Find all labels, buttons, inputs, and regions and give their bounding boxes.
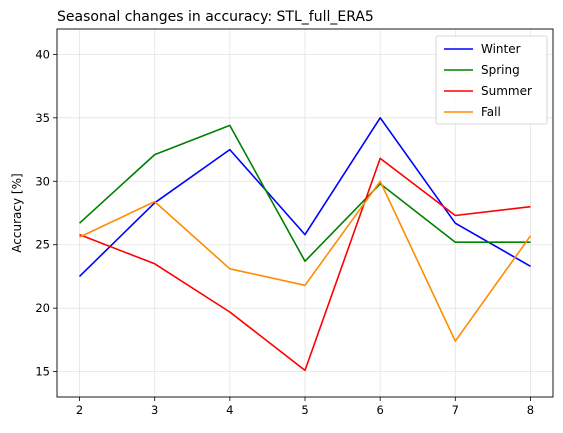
legend-label-fall: Fall — [481, 105, 501, 119]
chart-title: Seasonal changes in accuracy: STL_full_E… — [57, 9, 374, 25]
series-line-winter — [78, 117, 531, 277]
y-tick-label: 25 — [35, 238, 50, 252]
x-tick-label: 7 — [452, 403, 459, 417]
y-tick-label: 15 — [35, 365, 50, 379]
x-tick-label: 2 — [76, 403, 83, 417]
y-axis-label: Accuracy [%] — [10, 173, 24, 252]
y-tick-label: 30 — [35, 174, 50, 188]
series-line-spring — [78, 124, 531, 263]
legend-label-spring: Spring — [481, 63, 520, 77]
series-lines — [78, 117, 532, 372]
x-tick-label: 3 — [151, 403, 158, 417]
series-line-fall — [79, 180, 532, 343]
y-tick-label: 40 — [35, 47, 50, 61]
x-tick-label: 6 — [376, 403, 383, 417]
legend-box — [435, 35, 548, 125]
x-tick-label: 4 — [226, 403, 233, 417]
legend-label-winter: Winter — [481, 42, 521, 56]
legend: Winter Spring Summer Fall — [435, 35, 548, 125]
axis-ticks: 2 3 4 5 6 7 8 15 20 25 30 35 40 — [35, 47, 534, 417]
x-tick-label: 5 — [301, 403, 308, 417]
x-tick-label: 8 — [527, 403, 534, 417]
y-tick-label: 35 — [35, 111, 50, 125]
y-tick-label: 20 — [35, 301, 50, 315]
series-line-summer — [79, 157, 531, 372]
legend-label-summer: Summer — [481, 84, 532, 98]
